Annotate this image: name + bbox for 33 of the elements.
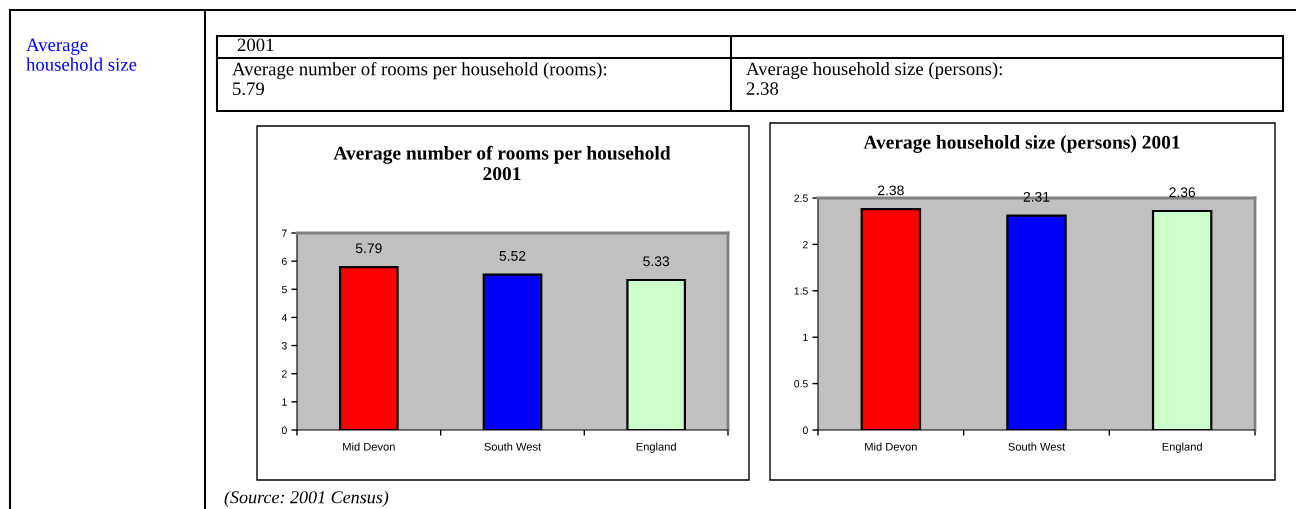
text: Average household size <box>26 38 137 71</box>
y-tick-label: 1 <box>282 398 287 406</box>
y-tick-label: 2 <box>803 240 808 249</box>
y-tick-label: 7 <box>282 229 287 237</box>
text: Average number of rooms per household (rooms): 5.79 <box>232 62 607 96</box>
y-tick-label: 1.5 <box>794 287 808 295</box>
y-tick-label: 0.5 <box>794 380 808 388</box>
data-label: 2.31 <box>1023 191 1050 202</box>
text: (Source: 2001 Census) <box>224 490 389 507</box>
y-tick-label: 2 <box>282 370 287 378</box>
y-tick-label: 6 <box>282 257 287 266</box>
x-tick-label: England <box>1162 442 1202 453</box>
text: 2001 <box>237 38 274 52</box>
data-label: 2.36 <box>1169 187 1196 198</box>
y-tick-label: 4 <box>281 314 287 322</box>
x-tick-label: England <box>636 442 676 453</box>
y-tick-label: 5 <box>281 285 287 294</box>
y-tick-label: 2.5 <box>794 194 808 202</box>
data-label: 5.52 <box>499 250 526 261</box>
x-tick-label: Mid Devon <box>865 442 917 451</box>
y-tick-label: 0 <box>802 426 808 434</box>
y-tick-label: 1 <box>803 333 808 341</box>
chart-title: Average household size (persons) 2001 <box>863 135 1180 153</box>
x-tick-label: Mid Devon <box>343 442 395 451</box>
data-label: 5.79 <box>355 243 382 254</box>
x-tick-label: South West <box>1008 442 1066 451</box>
y-tick-label: 3 <box>281 342 287 350</box>
chart-title: Average number of rooms per household 2001 <box>333 145 671 181</box>
y-tick-label: 0 <box>281 426 287 434</box>
x-tick-label: South West <box>484 442 542 451</box>
text: Average household size (persons): 2.38 <box>746 62 1002 95</box>
data-label: 5.33 <box>643 256 670 267</box>
data-label: 2.38 <box>878 185 904 196</box>
